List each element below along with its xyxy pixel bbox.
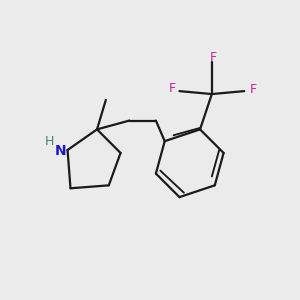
Text: F: F (250, 83, 256, 96)
Text: F: F (169, 82, 176, 95)
Text: F: F (210, 51, 217, 64)
Text: N: N (54, 145, 66, 158)
Text: H: H (45, 135, 55, 148)
